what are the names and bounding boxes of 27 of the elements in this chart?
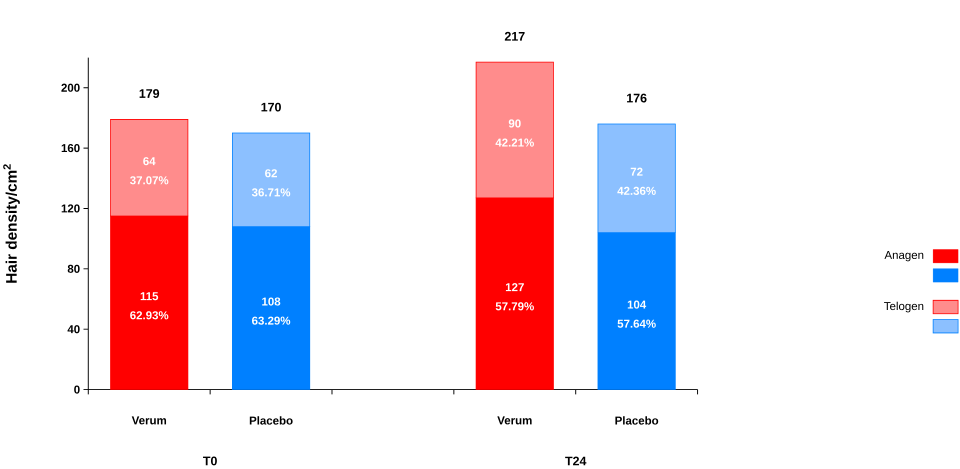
text: T24 [565,456,586,466]
total-label: 176 [627,94,647,103]
y-tick-label: 160 [62,144,80,152]
y-axis-title: Hair density/cm$^{2}$ [3,164,20,283]
y-tick-label: 0 [74,386,80,394]
total-label: 217 [504,32,525,41]
legend-label: Telogen [884,302,924,313]
total-label: 170 [261,102,281,112]
y-tick-label: 80 [68,265,80,274]
data-label: 104 57.64% [618,300,656,328]
text: T0 [203,456,217,466]
data-label: 127 57.79% [496,283,534,311]
data-label: 108 63.29% [252,298,290,325]
y-tick-label: 120 [62,204,80,213]
data-label: 90 42.21% [496,120,534,147]
data-label: 64 37.07% [130,157,168,185]
x-tick-label: Verum [132,416,166,425]
data-label: 72 42.36% [617,168,656,196]
data-label: 62 36.71% [252,169,290,197]
x-tick-label: Placebo [250,416,293,425]
x-tick-label: Verum [497,416,532,425]
y-tick-label: 40 [68,325,80,334]
y-tick-label: 200 [61,84,80,92]
data-label: 115 62.93% [130,292,168,320]
x-tick-label: Placebo [615,416,658,425]
legend-label: Anagen [884,251,924,262]
total-label: 179 [140,89,160,98]
